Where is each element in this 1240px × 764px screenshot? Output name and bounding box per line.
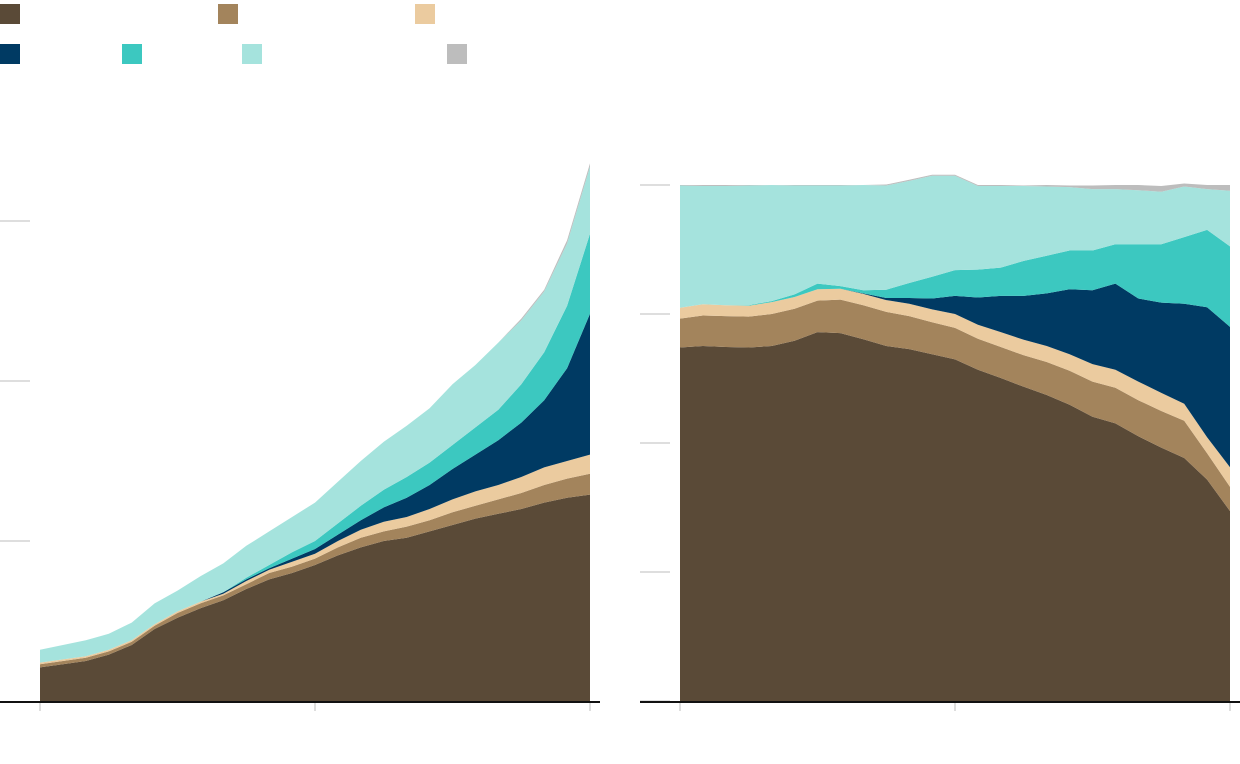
legend-swatch: [447, 44, 467, 64]
chart-absolute-area: [0, 163, 600, 711]
area-series-s5: [40, 233, 590, 663]
area-series-s4: [40, 313, 590, 663]
area-series-s4: [680, 283, 1230, 468]
legend-swatch: [122, 44, 142, 64]
legend-item: [242, 44, 268, 64]
legend-swatch: [242, 44, 262, 64]
chart-share-area: [640, 174, 1240, 711]
legend-item: [0, 4, 26, 24]
area-series-s3: [680, 288, 1230, 487]
area-series-s2: [40, 473, 590, 668]
legend-item: [0, 44, 26, 64]
area-series-s6: [40, 166, 590, 663]
area-series-s7: [680, 174, 1230, 192]
legend-swatch: [218, 4, 238, 24]
legend-swatch: [415, 4, 435, 24]
legend-item: [218, 4, 244, 24]
legend-item: [447, 44, 473, 64]
legend-item: [122, 44, 148, 64]
area-series-s5: [680, 229, 1230, 327]
area-series-s6: [680, 175, 1230, 308]
area-series-s2: [680, 299, 1230, 512]
legend-swatch: [0, 44, 20, 64]
area-series-s1: [40, 494, 590, 701]
legend-item: [415, 4, 441, 24]
legend-swatch: [0, 4, 20, 24]
area-series-s1: [680, 332, 1230, 701]
area-series-s3: [40, 454, 590, 665]
